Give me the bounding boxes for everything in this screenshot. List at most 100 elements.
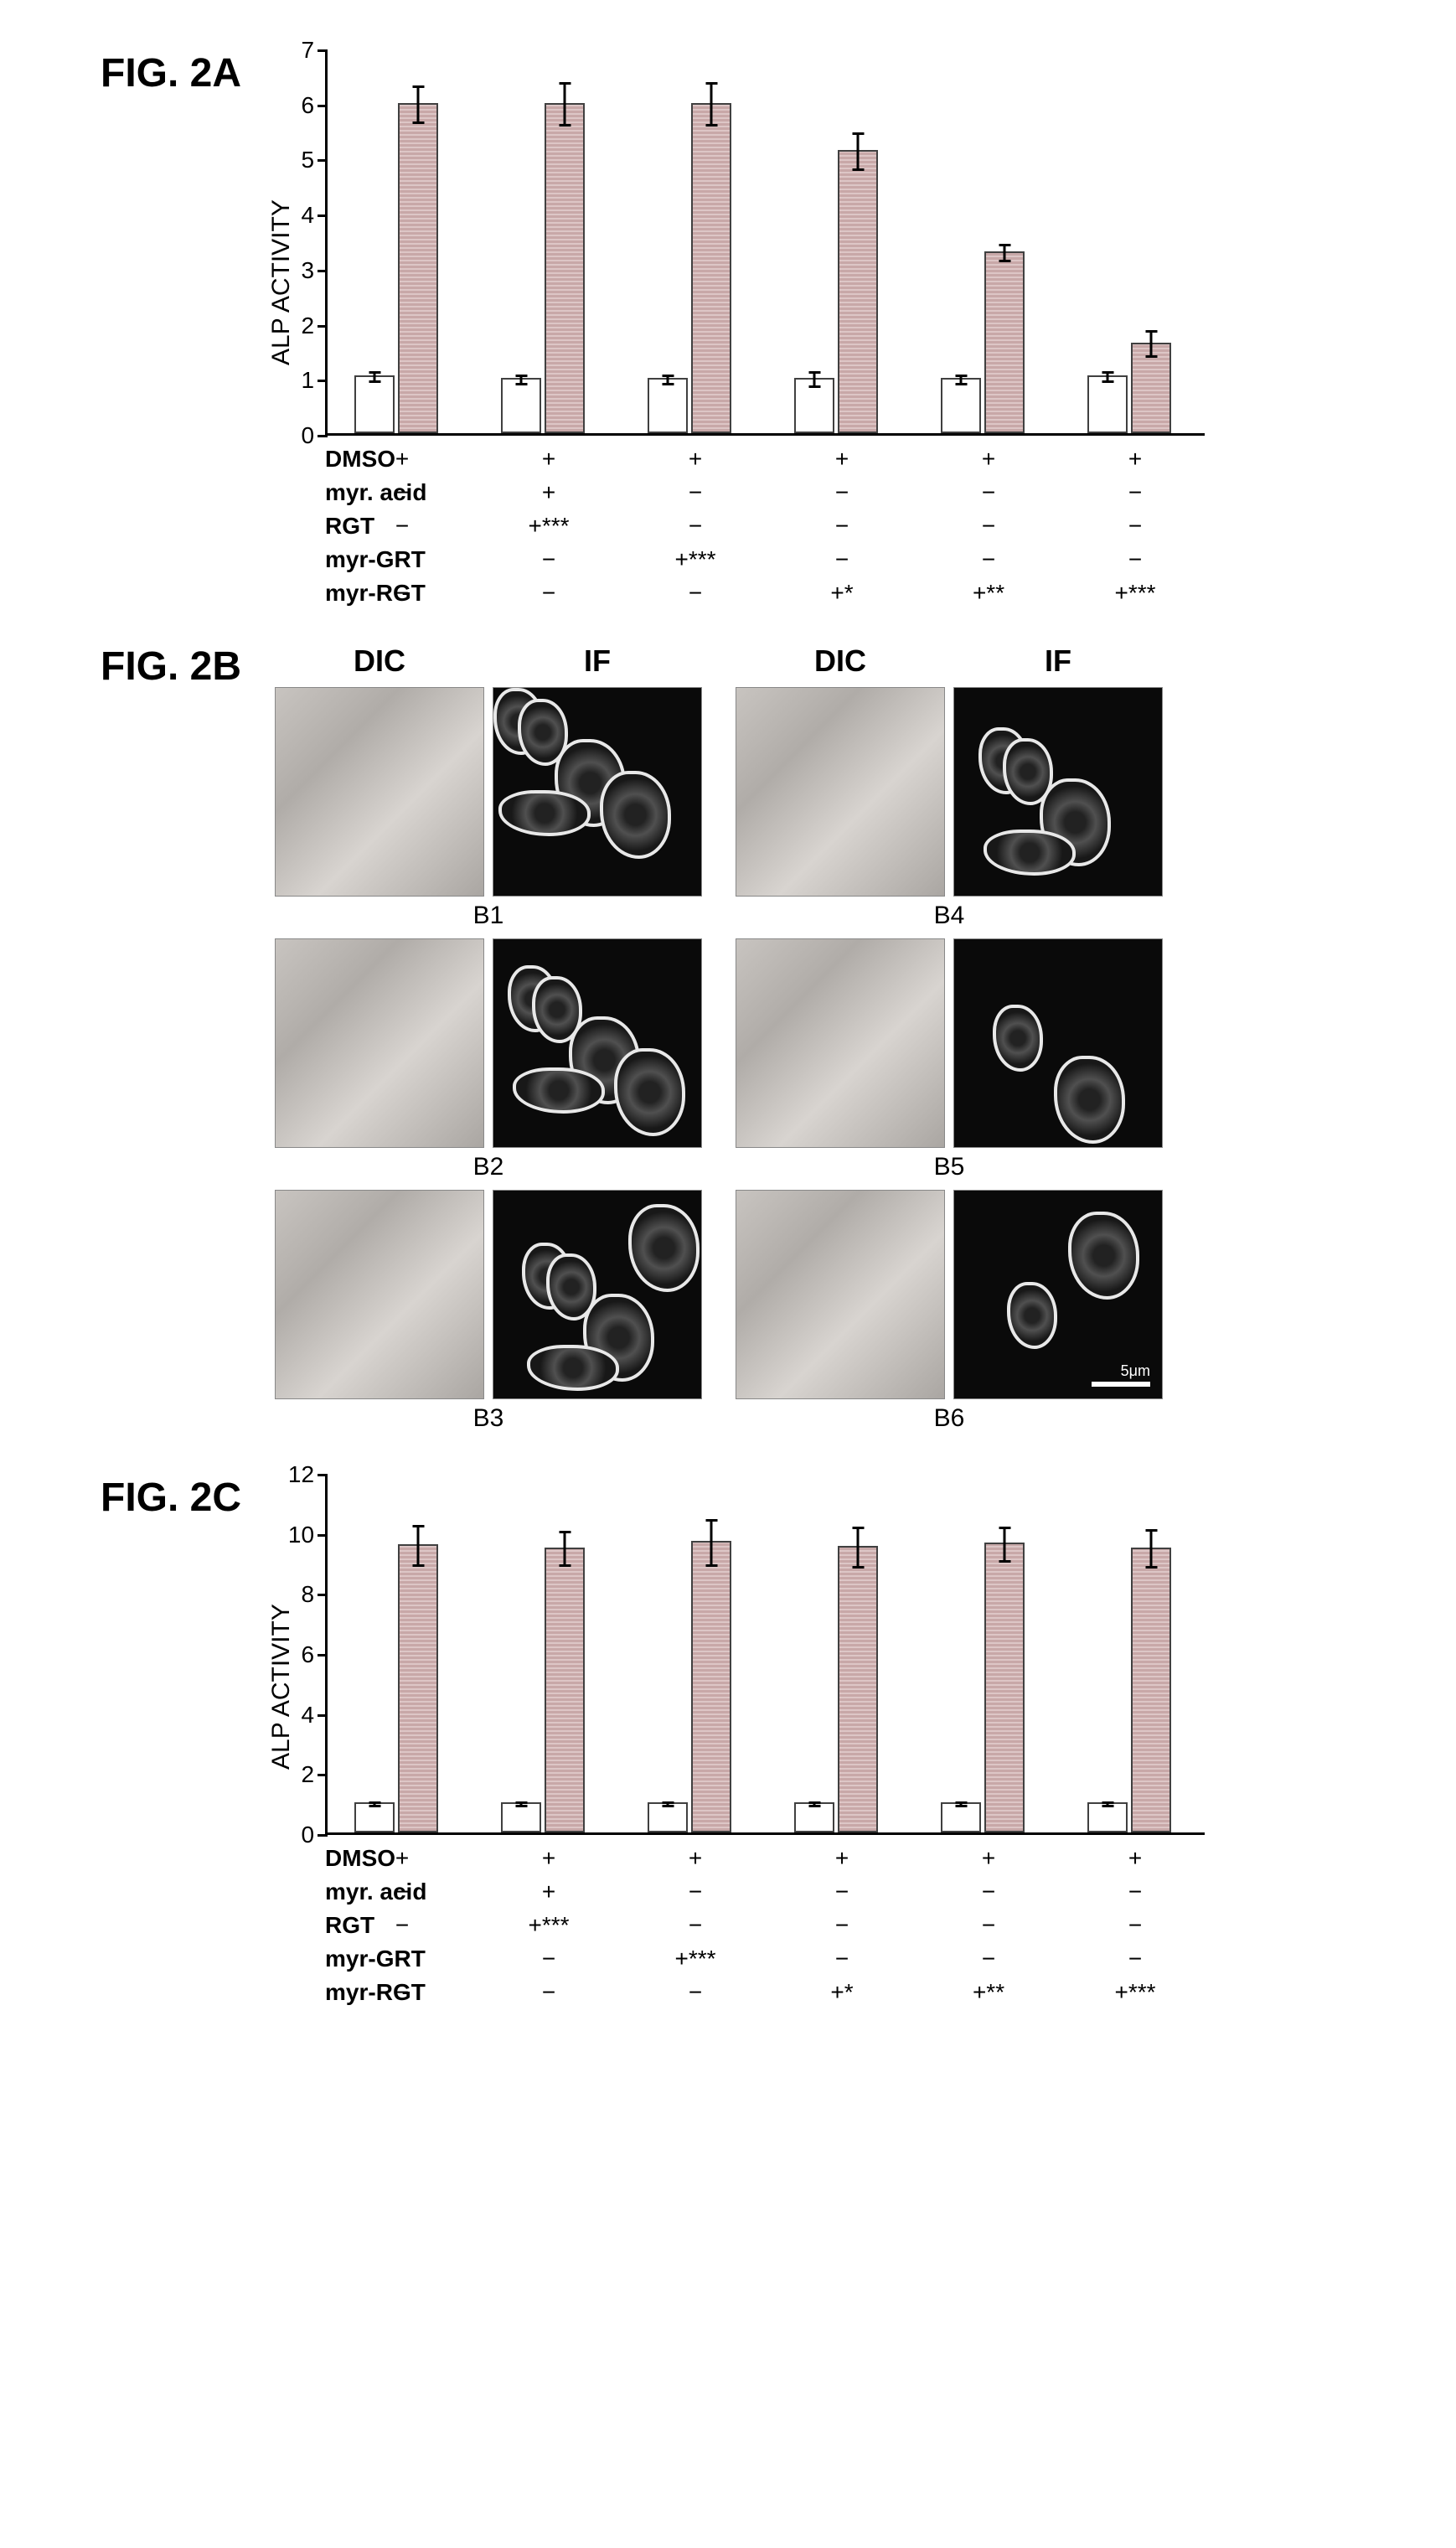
fig2c-ytick-label: 10: [288, 1522, 314, 1548]
fig2a-condition-cell: −: [507, 580, 591, 607]
fig2a-errorcap: [369, 371, 380, 374]
fig2c-ylabel: ALP ACTIVITY: [267, 1605, 296, 1770]
fig2a-errorcap: [999, 244, 1010, 246]
fig2a-bar-white: [794, 378, 834, 433]
fig2a-label: FIG. 2A: [101, 50, 241, 96]
fig2a-errorcap: [955, 375, 967, 377]
fig2b-cell-blob: [1003, 738, 1053, 805]
fig2a-bar-white: [501, 378, 541, 433]
fig2c-condition-cell: −: [800, 1912, 884, 1939]
fig2b-cell-blob: [532, 976, 582, 1043]
fig2b-panel-label: B3: [275, 1404, 702, 1433]
fig2c-errorcap: [808, 1805, 820, 1807]
fig2b-dic-image: [736, 938, 945, 1148]
fig2c-errorcap: [1102, 1801, 1113, 1804]
fig2a-condition-cell: −: [947, 513, 1030, 540]
fig2c-ytick: [318, 1834, 328, 1837]
fig2b-panel-label: B6: [736, 1404, 1163, 1433]
fig2b-if-image: 5μm: [953, 1190, 1163, 1399]
fig2b-if-image: [493, 938, 702, 1148]
fig2c-errorcap: [999, 1560, 1010, 1563]
fig2a-ytick-label: 2: [301, 313, 314, 339]
fig2b-column-header: DIC: [736, 643, 945, 679]
fig2a-ytick: [318, 325, 328, 328]
fig2b-cell-blob: [1007, 1282, 1057, 1349]
fig2b-cell-blob: [1068, 1212, 1139, 1300]
fig2c-bar-hatched: [1131, 1548, 1171, 1832]
fig2c-errorcap: [955, 1801, 967, 1804]
fig2b-wrapper: FIG. 2B DICIFDICIFB1B4B2B5B35μmB6: [101, 643, 1355, 1441]
fig2c-label: FIG. 2C: [101, 1475, 241, 1521]
fig2b-dic-image: [736, 687, 945, 897]
fig2c-condition-cell: +: [800, 1845, 884, 1872]
fig2a-errorcap: [705, 82, 717, 85]
fig2a-errorbar: [520, 375, 523, 385]
fig2a-condition-cell: +: [1093, 446, 1177, 473]
fig2a-condition-cell: −: [653, 513, 737, 540]
fig2b-dic-image: [275, 938, 484, 1148]
fig2a-condition-cell: +***: [1093, 580, 1177, 607]
fig2c-ytick-label: 6: [301, 1641, 314, 1668]
fig2c-bar-white: [941, 1802, 981, 1832]
fig2c-condition-cell: −: [360, 1979, 444, 2006]
fig2c-condition-cell: −: [360, 1946, 444, 1972]
fig2c-bar-group: [353, 1544, 440, 1832]
fig2c-errorcap: [662, 1801, 674, 1804]
fig2c-bar-group: [939, 1543, 1026, 1832]
fig2c-bar-white: [1087, 1802, 1128, 1832]
fig2a-bar-group: [353, 103, 440, 433]
fig2a-condition-cell: −: [360, 546, 444, 573]
scale-bar: [1092, 1382, 1150, 1387]
fig2b-if-image: [953, 687, 1163, 897]
fig2b-row: B3 5μm B6: [275, 1190, 1163, 1433]
fig2a-errorbar: [960, 375, 963, 385]
fig2c-errorbar: [667, 1801, 669, 1807]
fig2c-condition-cell: −: [1093, 1946, 1177, 1972]
fig2c-condition-cell: −: [1093, 1879, 1177, 1905]
fig2c-errorcap: [1145, 1529, 1157, 1532]
fig2c-bar-white: [354, 1802, 395, 1832]
fig2c-condition-cell: +: [507, 1879, 591, 1905]
fig2a-errorbar: [1150, 330, 1153, 358]
fig2b-row: B1 B4: [275, 687, 1163, 930]
fig2b-cell-blob: [984, 830, 1076, 876]
fig2a-errorbar: [1004, 244, 1006, 262]
fig2a-condition-cell: +**: [947, 580, 1030, 607]
fig2a-errorbar: [417, 85, 420, 124]
fig2b-label: FIG. 2B: [101, 643, 241, 690]
fig2c-condition-cell: +*: [800, 1979, 884, 2006]
fig2c-condition-row: myr. acid−+−−−−: [325, 1875, 1205, 1909]
fig2a-errorcap: [1102, 371, 1113, 374]
fig2a-bar-white: [941, 378, 981, 433]
fig2b-panel-label: B1: [275, 902, 702, 930]
fig2c-errorbar: [960, 1801, 963, 1807]
fig2a-errorcap: [515, 383, 527, 385]
fig2c-errorbar: [1107, 1801, 1109, 1807]
fig2b-pair: [275, 938, 702, 1148]
fig2b-pair: [736, 938, 1163, 1148]
fig2a-condition-cell: +: [507, 446, 591, 473]
fig2b-cell-blob: [527, 1345, 619, 1391]
fig2c-condition-cell: +: [653, 1845, 737, 1872]
fig2a-errorcap: [662, 375, 674, 377]
fig2b-header-row: DICIFDICIF: [275, 643, 1163, 679]
fig2a-errorcap: [1145, 355, 1157, 358]
fig2b-panel-label: B4: [736, 902, 1163, 930]
fig2b-cell-blob: [546, 1253, 596, 1321]
fig2a-bar-hatched: [691, 103, 731, 433]
fig2a-ytick-label: 0: [301, 422, 314, 449]
fig2b-column-header: IF: [493, 643, 702, 679]
fig2a-ytick: [318, 49, 328, 52]
fig2b-pair: [275, 687, 702, 897]
fig2c-errorcap: [852, 1566, 864, 1569]
fig2a-bar-group: [646, 103, 733, 433]
fig2b-pair-wrapper: B2: [275, 938, 702, 1181]
fig2a-condition-cell: +: [507, 479, 591, 506]
fig2a-errorcap: [705, 124, 717, 127]
fig2a-ytick-label: 6: [301, 92, 314, 119]
fig2a-bar-hatched: [984, 251, 1025, 433]
fig2c-condition-cell: −: [947, 1879, 1030, 1905]
fig2b-if-image: [953, 938, 1163, 1148]
fig2b-dic-image: [736, 1190, 945, 1399]
fig2b-pair-wrapper: B1: [275, 687, 702, 930]
